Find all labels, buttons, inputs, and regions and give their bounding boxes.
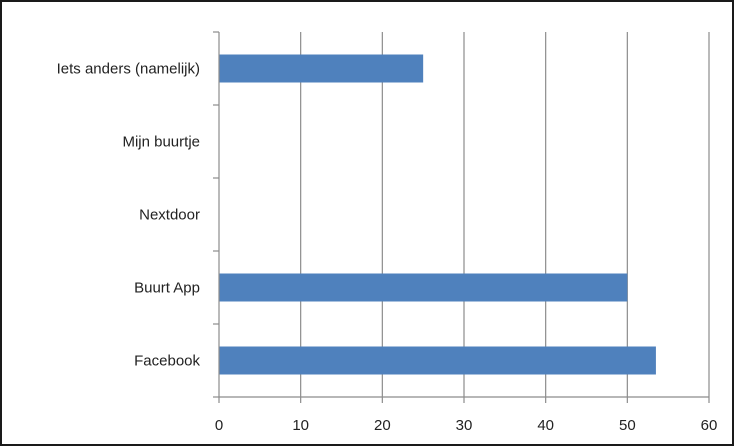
category-label: Mijn buurtje bbox=[122, 134, 200, 151]
x-tick-label: 50 bbox=[619, 417, 636, 434]
x-tick-label: 30 bbox=[456, 417, 473, 434]
bar-facebook bbox=[219, 346, 656, 375]
x-tick-label: 10 bbox=[292, 417, 309, 434]
category-label: Buurt App bbox=[134, 280, 200, 297]
axes bbox=[213, 31, 710, 403]
category-label: Nextdoor bbox=[139, 207, 200, 224]
x-tick-label: 0 bbox=[215, 417, 223, 434]
category-label: Iets anders (namelijk) bbox=[57, 61, 200, 78]
bar-buurt-app bbox=[219, 273, 628, 302]
x-tick-labels: 0 10 20 30 40 50 60 bbox=[215, 417, 718, 434]
bars bbox=[219, 54, 656, 375]
category-label: Facebook bbox=[134, 353, 200, 370]
x-tick-label: 40 bbox=[537, 417, 554, 434]
category-labels: Iets anders (namelijk) Mijn buurtje Nextdo… bbox=[57, 61, 201, 370]
gridlines bbox=[300, 32, 710, 397]
bar-iets-anders-namelijk bbox=[219, 54, 424, 83]
x-tick-label: 20 bbox=[374, 417, 391, 434]
x-tick-label: 60 bbox=[701, 417, 718, 434]
